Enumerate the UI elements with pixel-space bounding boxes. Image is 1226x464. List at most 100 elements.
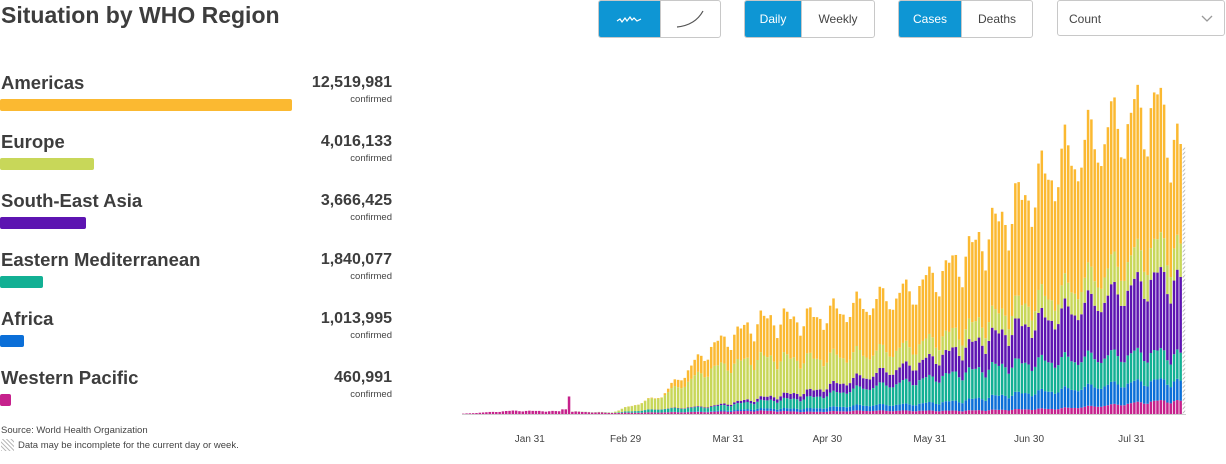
day-bar-stack[interactable] (848, 316, 852, 414)
day-bar-stack[interactable] (1047, 179, 1050, 414)
day-bar-stack[interactable] (875, 299, 878, 414)
day-bar-stack[interactable] (868, 315, 872, 414)
day-bar-stack[interactable] (908, 291, 911, 414)
day-bar-stack[interactable] (957, 276, 961, 414)
day-bar-stack[interactable] (600, 411, 604, 414)
day-bar-stack[interactable] (660, 397, 663, 414)
bar-chart-button[interactable] (599, 1, 660, 37)
day-bar-stack[interactable] (673, 379, 677, 414)
day-bar-stack[interactable] (518, 411, 521, 414)
day-bar-stack[interactable] (571, 411, 574, 414)
day-bar-stack[interactable] (508, 410, 511, 414)
day-bar-stack[interactable] (951, 255, 954, 414)
day-bar-stack[interactable] (964, 256, 968, 414)
day-bar-stack[interactable] (885, 301, 888, 414)
day-bar-stack[interactable] (468, 413, 472, 414)
day-bar-stack[interactable] (779, 324, 782, 414)
day-bar-stack[interactable] (488, 411, 491, 414)
day-bar-stack[interactable] (703, 360, 706, 414)
day-bar-stack[interactable] (554, 411, 558, 414)
day-bar-stack[interactable] (666, 388, 670, 414)
day-bar-stack[interactable] (723, 336, 726, 414)
day-bar-stack[interactable] (865, 311, 868, 414)
day-bar-stack[interactable] (726, 346, 729, 414)
day-bar-stack[interactable] (1143, 149, 1146, 414)
day-bar-stack[interactable] (627, 406, 630, 414)
day-bar-stack[interactable] (1176, 123, 1179, 414)
day-bar-stack[interactable] (931, 272, 934, 414)
day-bar-stack[interactable] (928, 266, 931, 414)
day-bar-stack[interactable] (1090, 119, 1093, 414)
daily-button[interactable]: Daily (745, 1, 801, 37)
day-bar-stack[interactable] (1070, 165, 1073, 414)
day-bar-stack[interactable] (838, 313, 842, 414)
day-bar-stack[interactable] (729, 349, 733, 414)
day-bar-stack[interactable] (1103, 144, 1106, 414)
day-bar-stack[interactable] (871, 308, 875, 414)
region-row[interactable]: Americas 12,519,981 confirmed (0, 72, 400, 130)
day-bar-stack[interactable] (693, 359, 696, 414)
day-bar-stack[interactable] (1149, 108, 1153, 414)
day-bar-stack[interactable] (604, 412, 607, 414)
day-bar-stack[interactable] (514, 410, 518, 414)
day-bar-stack[interactable] (835, 308, 839, 414)
day-bar-stack[interactable] (557, 411, 561, 414)
day-bar-stack[interactable] (1152, 92, 1156, 414)
day-bar-stack[interactable] (782, 308, 786, 414)
day-bar-stack[interactable] (544, 411, 548, 414)
day-bar-stack[interactable] (825, 323, 829, 414)
day-bar-stack[interactable] (637, 404, 640, 414)
day-bar-stack[interactable] (528, 410, 531, 414)
day-bar-stack[interactable] (465, 413, 468, 414)
day-bar-stack[interactable] (521, 411, 525, 414)
day-bar-stack[interactable] (1179, 144, 1182, 414)
day-bar-stack[interactable] (789, 319, 792, 414)
day-bar-stack[interactable] (1083, 139, 1087, 414)
day-bar-stack[interactable] (663, 393, 667, 414)
region-row[interactable]: Eastern Mediterranean 1,840,077 confirmed (0, 249, 400, 307)
day-bar-stack[interactable] (971, 242, 974, 414)
day-bar-stack[interactable] (597, 411, 601, 414)
weekly-button[interactable]: Weekly (801, 1, 874, 37)
deaths-button[interactable]: Deaths (961, 1, 1032, 37)
cumulative-curve-button[interactable] (659, 1, 721, 37)
day-bar-stack[interactable] (643, 400, 647, 414)
day-bar-stack[interactable] (1053, 201, 1057, 414)
day-bar-stack[interactable] (941, 271, 944, 414)
day-bar-stack[interactable] (491, 411, 495, 414)
day-bar-stack[interactable] (1060, 148, 1063, 414)
day-bar-stack[interactable] (997, 221, 1001, 414)
day-bar-stack[interactable] (657, 398, 660, 414)
day-bar-stack[interactable] (1010, 223, 1014, 414)
region-row[interactable]: Europe 4,016,133 confirmed (0, 131, 400, 189)
day-bar-stack[interactable] (944, 260, 948, 414)
day-bar-stack[interactable] (1000, 211, 1004, 414)
region-row[interactable]: Africa 1,013,995 confirmed (0, 308, 400, 366)
day-bar-stack[interactable] (977, 232, 981, 414)
day-bar-stack[interactable] (1080, 167, 1083, 414)
day-bar-stack[interactable] (815, 317, 819, 414)
day-bar-stack[interactable] (736, 326, 739, 414)
day-bar-stack[interactable] (746, 322, 749, 414)
day-bar-stack[interactable] (1172, 139, 1176, 414)
day-bar-stack[interactable] (1093, 149, 1096, 414)
day-bar-stack[interactable] (1139, 107, 1143, 414)
day-bar-stack[interactable] (614, 411, 617, 414)
day-bar-stack[interactable] (1136, 84, 1139, 414)
day-bar-stack[interactable] (501, 411, 505, 414)
day-bar-stack[interactable] (895, 298, 898, 414)
day-bar-stack[interactable] (1063, 124, 1067, 414)
day-bar-stack[interactable] (1106, 127, 1110, 414)
day-bar-stack[interactable] (1007, 250, 1010, 414)
day-bar-stack[interactable] (911, 304, 915, 414)
day-bar-stack[interactable] (617, 410, 620, 414)
scale-select[interactable]: Count (1057, 0, 1225, 36)
day-bar-stack[interactable] (1033, 207, 1037, 414)
day-bar-stack[interactable] (690, 365, 693, 414)
day-bar-stack[interactable] (947, 262, 951, 414)
day-bar-stack[interactable] (534, 410, 538, 414)
day-bar-stack[interactable] (772, 325, 776, 414)
day-bar-stack[interactable] (1162, 104, 1166, 414)
day-bar-stack[interactable] (832, 298, 835, 414)
day-bar-stack[interactable] (623, 407, 627, 414)
